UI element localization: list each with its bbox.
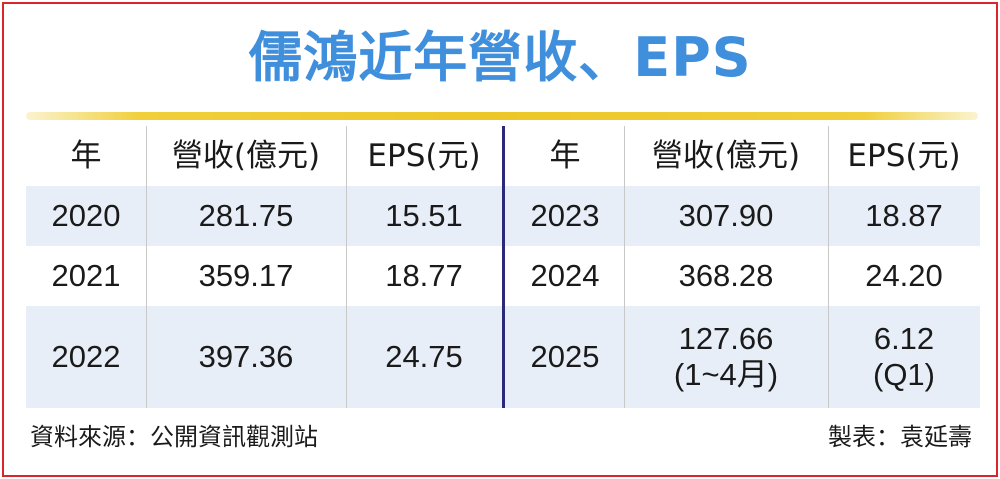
table-header-row: 年 營收(億元) EPS(元) 年 營收(億元) EPS(元) xyxy=(26,126,980,186)
eps-cell: 24.20 xyxy=(865,258,943,293)
page-title: 儒鴻近年營收、EPS xyxy=(248,26,752,89)
year-cell: 2022 xyxy=(51,339,121,374)
revenue-cell: 368.28 xyxy=(678,258,774,293)
eps-cell: 6.12 (Q1) xyxy=(828,306,980,408)
year-cell: 2023 xyxy=(530,198,600,233)
revenue-cell: 307.90 xyxy=(678,198,774,233)
section-divider xyxy=(502,126,505,408)
revenue-cell: 359.17 xyxy=(198,258,294,293)
eps-value: 6.12 xyxy=(873,321,935,356)
eps-cell: 15.51 xyxy=(385,198,463,233)
column-divider xyxy=(624,126,625,408)
year-cell: 2024 xyxy=(530,258,600,293)
revenue-cell: 127.66 (1~4月) xyxy=(624,306,828,408)
column-divider xyxy=(828,126,829,408)
year-cell: 2020 xyxy=(51,198,121,233)
footer: 資料來源：公開資訊觀測站 製表：袁延壽 xyxy=(26,412,980,462)
column-divider xyxy=(346,126,347,408)
column-divider xyxy=(146,126,147,408)
eps-period-note: (Q1) xyxy=(873,357,935,392)
year-cell: 2021 xyxy=(51,258,121,293)
header-year-left: 年 xyxy=(70,138,102,174)
header-year-right: 年 xyxy=(549,138,581,174)
title-underline-bar xyxy=(26,112,978,120)
header-revenue-right: 營收(億元) xyxy=(651,138,801,174)
revenue-value: 127.66 xyxy=(678,321,774,356)
revenue-cell: 281.75 xyxy=(198,198,294,233)
chart-maker-credit: 製表：袁延壽 xyxy=(828,423,972,451)
header-revenue-left: 營收(億元) xyxy=(171,138,321,174)
revenue-eps-table: 年 營收(億元) EPS(元) 年 營收(億元) EPS(元) 2020 281… xyxy=(26,126,980,408)
header-eps-right: EPS(元) xyxy=(847,138,961,174)
eps-cell: 18.87 xyxy=(865,198,943,233)
revenue-period-note: (1~4月) xyxy=(673,357,779,392)
year-cell: 2025 xyxy=(530,339,600,374)
eps-cell: 24.75 xyxy=(385,339,463,374)
revenue-cell: 397.36 xyxy=(198,339,294,374)
header-eps-left: EPS(元) xyxy=(367,138,481,174)
eps-cell: 18.77 xyxy=(385,258,463,293)
data-source-note: 資料來源：公開資訊觀測站 xyxy=(30,423,318,451)
